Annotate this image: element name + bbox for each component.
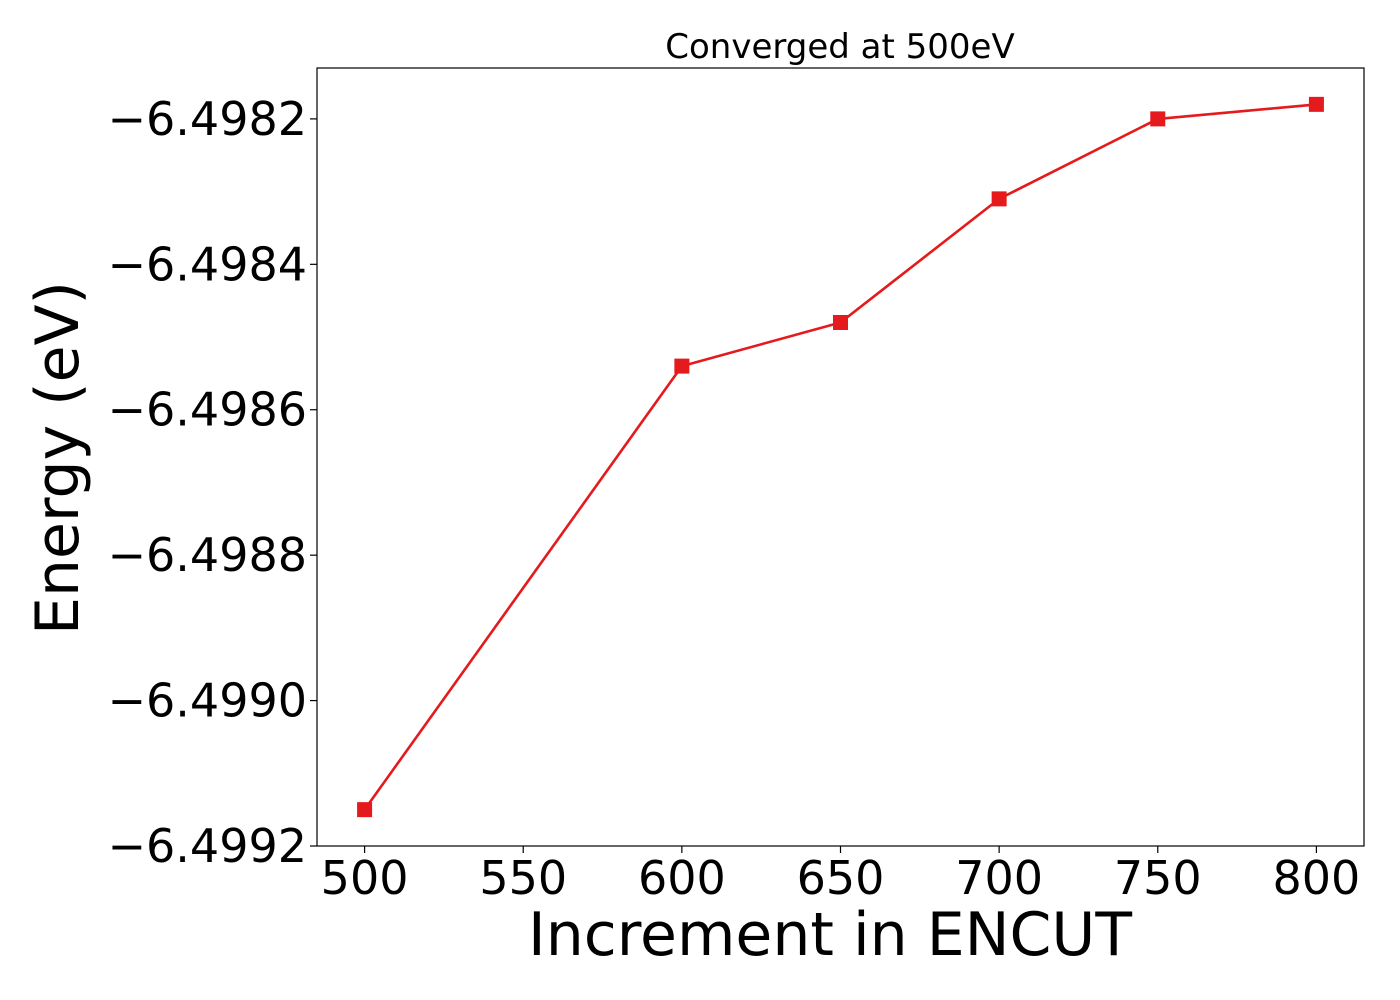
series-line [363,103,1317,811]
y-tick-label: −6.4992 [108,819,308,873]
y-tick-label: −6.4988 [108,528,308,582]
data-point-marker [1308,96,1324,112]
plot-area: 500 550 600 650 700 750 800 −6.4992 −6.4990 −6.49… [108,67,1365,905]
data-point-marker [357,802,373,818]
x-tick-label: 700 [955,851,1043,905]
y-axis-title: Energy (eV) [23,281,93,635]
data-point-marker [674,358,690,374]
y-tick-label: −6.4990 [108,674,308,728]
y-tick-label: −6.4982 [108,92,308,146]
x-tick-label: 550 [479,851,567,905]
chart-title: Converged at 500eV [665,27,1014,67]
y-tick-label: −6.4986 [108,383,308,437]
x-tick-label: 800 [1273,851,1361,905]
plot-frame [316,67,1365,847]
y-tick-label: −6.4984 [108,237,308,291]
x-tick-label: 650 [797,851,885,905]
data-point-marker [991,191,1007,207]
x-tick-label: 500 [321,851,409,905]
x-tick-label: 750 [1114,851,1202,905]
x-axis-title: Increment in ENCUT [528,900,1132,970]
data-point-marker [833,314,848,330]
data-point-marker [1150,111,1166,127]
x-tick-label: 600 [638,851,726,905]
